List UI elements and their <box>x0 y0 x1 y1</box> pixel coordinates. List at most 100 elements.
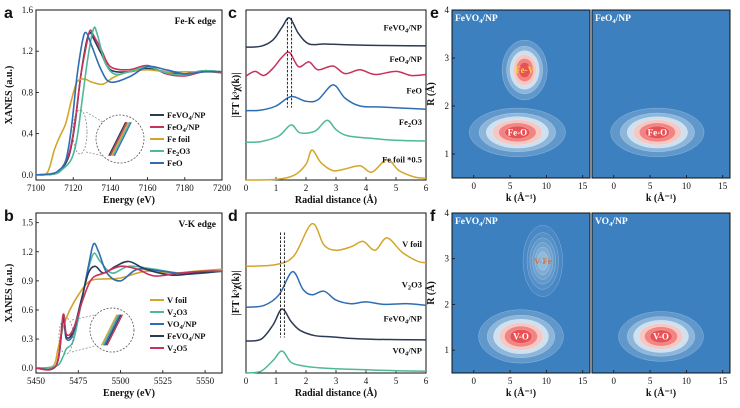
y-tick-label: 0.0 <box>22 363 34 373</box>
legend-label-3-main: FeVO <box>167 331 189 341</box>
series-line-1 <box>245 270 427 308</box>
x-tick-label: 4 <box>364 183 369 193</box>
x-tick-label: 5 <box>508 181 513 191</box>
curve-label-3-tail: /NP <box>407 345 422 355</box>
y-tick-label: 0.8 <box>22 87 34 97</box>
panel-b-letter: b <box>4 208 14 225</box>
legend-label-2-tail: /NP <box>182 319 197 329</box>
legend-label-2-main: VO <box>167 319 180 329</box>
series-line-3 <box>245 350 427 374</box>
panel-title: V-K edge <box>178 220 216 230</box>
x-tick-label: 5 <box>648 376 653 386</box>
curve-label-0-main: FeVO <box>384 22 406 32</box>
x-tick-label: 10 <box>682 376 692 386</box>
legend-label-1-sub: 4 <box>183 127 187 134</box>
plot-frame <box>451 212 591 374</box>
subplot-title-1: VO4/NP <box>595 217 628 228</box>
inset-connector <box>85 151 104 157</box>
inset-line-2 <box>103 314 121 346</box>
x-tick-label: 0 <box>244 183 249 193</box>
legend-label-3: FeVO4/NP <box>167 331 206 343</box>
inset-line-2 <box>111 121 129 157</box>
x-tick-label: 7140 <box>101 183 120 193</box>
x-tick-label: 6 <box>424 376 429 386</box>
y-tick-label: 0.4 <box>22 129 34 139</box>
x-tick-label: 0 <box>244 376 249 386</box>
x-tick-label: 3 <box>334 376 339 386</box>
peak-label-0: Fe-V <box>515 65 534 75</box>
panel-a-xanes-fe: Fe-K edge 7100 7120 7140 7160 7180 7200 0.0 0.4 0… <box>4 5 232 206</box>
subplot-title-1-main: FeO <box>595 14 612 24</box>
x-tick-label: 5 <box>394 183 399 193</box>
x-axis-label: k (Å⁻¹) <box>646 192 676 204</box>
x-tick-label: 15 <box>578 181 588 191</box>
y-tick-label: 0.0 <box>22 170 34 180</box>
legend-label-2: VO4/NP <box>167 319 197 331</box>
curve-label-0-sub: 4 <box>405 27 409 34</box>
curve-label-3-main: Fe <box>399 117 408 127</box>
wavelet-map-0 <box>452 213 590 373</box>
x-tick-label: 5 <box>648 181 653 191</box>
inset-line-3 <box>105 314 122 346</box>
legend-label-1: FeO4/NP <box>167 122 200 134</box>
inset-line-0 <box>108 121 127 157</box>
curve-label-1: FeO4/NP <box>389 54 422 66</box>
y-axis-label: XANES (a.u.) <box>4 264 15 323</box>
wavelet-map-0 <box>452 10 590 178</box>
curve-label-2-tail: /NP <box>407 313 422 323</box>
y-tick-label: 0.9 <box>22 276 34 286</box>
x-axis-label: Energy (eV) <box>103 388 155 399</box>
x-tick-label: 0 <box>472 181 477 191</box>
legend-label-4-main: V <box>167 343 174 353</box>
x-tick-label: 3 <box>334 183 339 193</box>
subplot-title-1: FeO4/NP <box>595 14 631 25</box>
subplot-title-0: FeVO4/NP <box>455 217 498 228</box>
curve-label-0-tail: /NP <box>407 22 422 32</box>
panel-f-letter: f <box>430 208 436 225</box>
legend-label-4-main: FeO <box>167 158 183 168</box>
inset-connector <box>85 111 104 123</box>
legend-label-3-main: Fe <box>167 146 176 156</box>
plot-frame <box>451 9 591 179</box>
panel-e-letter: e <box>430 5 439 22</box>
inset-source-ellipse <box>58 317 74 355</box>
plot-frame <box>35 212 223 374</box>
subplot-title-0-tail: /NP <box>481 217 498 227</box>
panel-d-letter: d <box>228 208 238 225</box>
x-tick-label: 15 <box>718 376 728 386</box>
x-tick-label: 2 <box>304 183 309 193</box>
series-line-0 <box>245 222 427 268</box>
wavelet-map-1 <box>592 10 730 178</box>
x-axis-label: Energy (eV) <box>103 195 155 206</box>
x-tick-label: 15 <box>578 376 588 386</box>
series-line-2 <box>245 84 427 112</box>
series-line-3 <box>245 119 427 143</box>
x-tick-label: 5 <box>508 376 513 386</box>
x-tick-label: 0 <box>612 376 617 386</box>
curve-label-3-main: VO <box>392 345 405 355</box>
plot-frame <box>591 212 731 374</box>
series-line-1 <box>245 51 427 77</box>
legend-label-1: V2O3 <box>167 307 187 319</box>
curve-label-3: Fe2O3 <box>399 117 422 129</box>
y-tick-label: 3 <box>445 254 450 264</box>
y-tick-label: 1.2 <box>22 46 33 56</box>
contour-0-6 <box>659 335 663 338</box>
legend-label-3-tail: O3 <box>179 146 190 156</box>
x-tick-label: 6 <box>424 183 429 193</box>
subplot-title-1-main: VO <box>595 217 609 227</box>
x-tick-label: 10 <box>542 376 552 386</box>
legend-label-1-main: V <box>167 307 174 317</box>
x-axis-label: k (Å⁻¹) <box>646 387 676 399</box>
panel-c-letter: c <box>228 5 237 22</box>
x-tick-label: 0 <box>472 376 477 386</box>
inset-line-4 <box>113 121 132 157</box>
y-tick-label: 4 <box>445 5 450 15</box>
subplot-title-1-tail: /NP <box>611 217 628 227</box>
y-tick-label: 1 <box>445 345 450 355</box>
curve-label-1-sub: 4 <box>405 59 409 66</box>
series-line-4 <box>35 31 223 176</box>
curve-label-1-sub: 2 <box>408 285 411 292</box>
x-tick-label: 5500 <box>112 376 131 386</box>
